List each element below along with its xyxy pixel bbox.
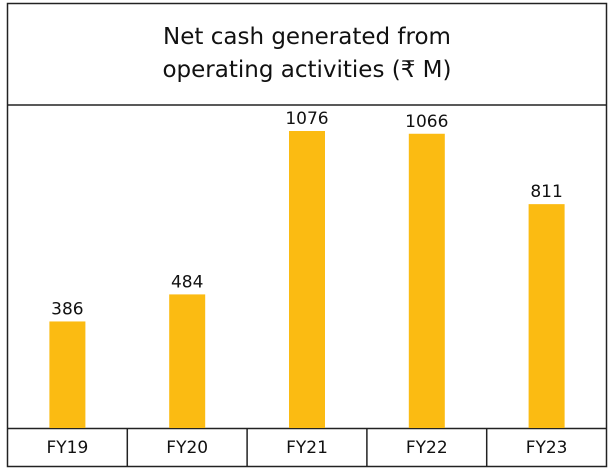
chart-title: Net cash generated from operating activi… — [162, 24, 452, 83]
x-tick-label: FY22 — [406, 438, 448, 458]
bar — [408, 133, 445, 428]
bar — [49, 321, 86, 428]
bar — [289, 131, 325, 428]
x-tick-label: FY19 — [47, 438, 89, 458]
bar — [169, 294, 206, 428]
bar — [528, 204, 565, 428]
x-tick-label: FY23 — [526, 438, 568, 458]
x-tick-label: FY20 — [166, 438, 208, 458]
data-label: 484 — [171, 272, 203, 292]
frame — [6, 2, 608, 468]
title-box: Net cash generated from operating activi… — [8, 4, 606, 104]
data-label: 1076 — [285, 109, 328, 129]
data-label: 386 — [51, 299, 83, 319]
data-label: 1066 — [405, 112, 448, 132]
x-tick-label: FY21 — [286, 438, 328, 458]
data-label: 811 — [530, 182, 562, 202]
